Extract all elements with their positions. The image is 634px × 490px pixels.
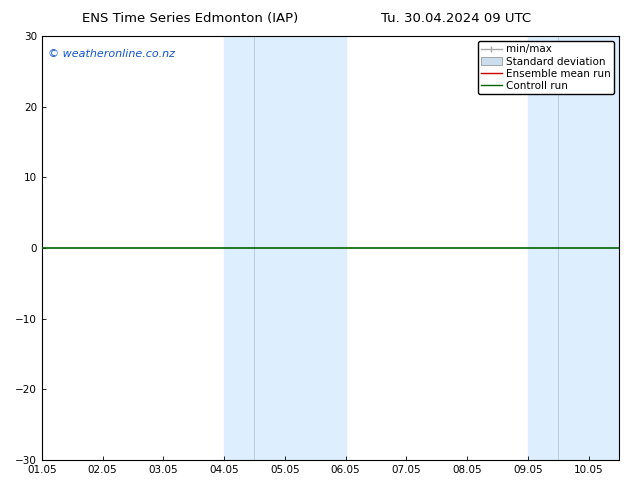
- Legend: min/max, Standard deviation, Ensemble mean run, Controll run: min/max, Standard deviation, Ensemble me…: [478, 41, 614, 94]
- Text: © weatheronline.co.nz: © weatheronline.co.nz: [48, 49, 174, 59]
- Text: ENS Time Series Edmonton (IAP): ENS Time Series Edmonton (IAP): [82, 12, 299, 25]
- Bar: [224, 36, 346, 460]
- Bar: [528, 36, 619, 460]
- Text: Tu. 30.04.2024 09 UTC: Tu. 30.04.2024 09 UTC: [382, 12, 531, 25]
